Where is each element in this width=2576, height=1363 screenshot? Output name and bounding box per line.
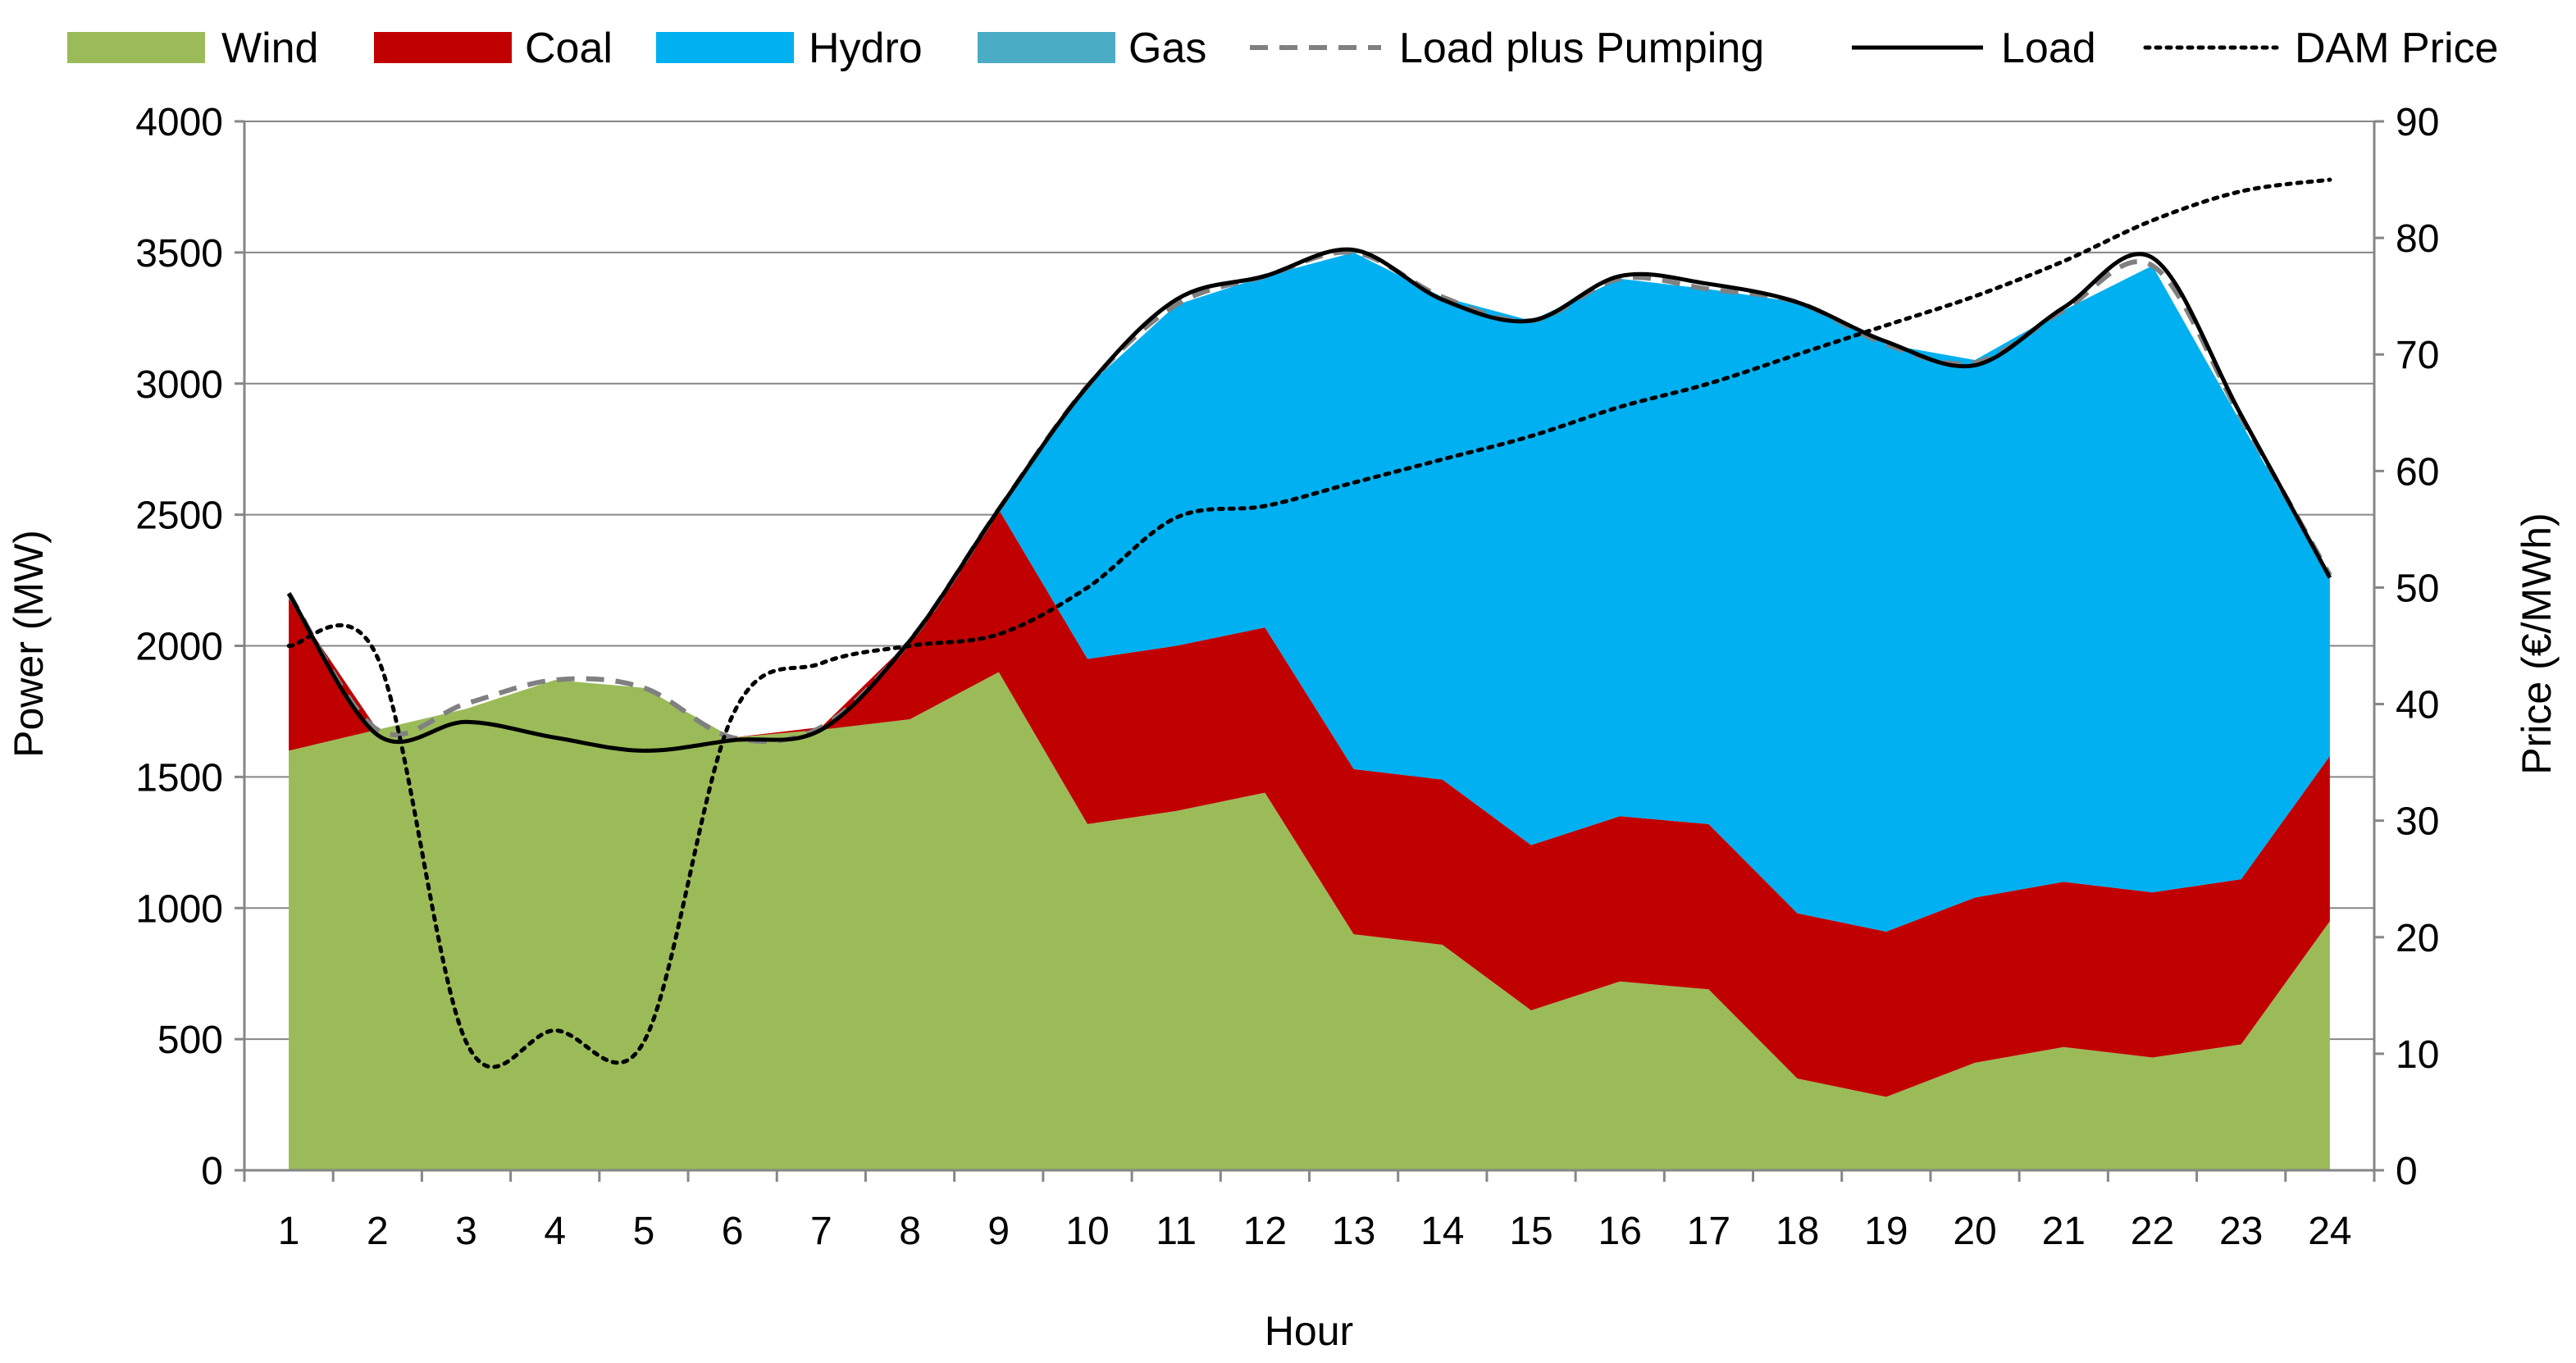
legend-item-gas: Gas [978,25,1206,72]
legend-label: Load [2001,25,2096,72]
legend-item-load-plus-pumping: Load plus Pumping [1250,25,1764,72]
y-left-tick-label: 0 [201,1150,223,1193]
legend-swatch [67,32,205,63]
x-tick-label: 8 [899,1210,921,1253]
y-right-tick-label: 20 [2396,917,2439,960]
legend-label: Wind [221,25,318,72]
legend-label: Load plus Pumping [1399,25,1764,72]
y-right-tick-label: 80 [2396,217,2439,261]
y-right-tick-label: 0 [2396,1150,2418,1193]
y-right-tick-label: 70 [2396,334,2439,377]
legend-item-dam-price: DAM Price [2143,25,2498,72]
x-tick-label: 2 [367,1210,389,1253]
y-left-tick-label: 3500 [135,232,223,276]
x-tick-label: 14 [1420,1210,1464,1253]
x-tick-label: 23 [2219,1210,2263,1253]
y-right-tick-label: 50 [2396,567,2439,610]
legend-swatch [374,32,512,63]
y-right-tick-label: 30 [2396,800,2439,844]
legend-item-hydro: Hydro [656,25,923,72]
y-right-tick-label: 90 [2396,101,2439,144]
y-right-tick-label: 60 [2396,450,2439,494]
legend-swatch [656,32,794,63]
y-left-tick-label: 3000 [135,363,223,407]
x-tick-label: 6 [722,1210,744,1253]
x-axis-title: Hour [1265,1308,1353,1354]
area-coal [289,509,2330,1097]
legend-item-coal: Coal [374,25,613,72]
area-hydro [289,252,2330,932]
y-axis-title-right: Price (€/MWh) [2514,513,2560,774]
x-tick-label: 22 [2131,1210,2174,1253]
y-right-tick-label: 40 [2396,684,2439,727]
x-tick-label: 17 [1687,1210,1730,1253]
legend-item-load: Load [1852,25,2096,72]
x-tick-label: 15 [1509,1210,1552,1253]
axes: 0 500 1000 1500 2000 2500 3000 3500 4000 0 10 20 30 4… [135,101,2439,1253]
area-wind [289,672,2330,1170]
x-tick-label: 3 [455,1210,477,1253]
y-left-tick-label: 1500 [135,756,223,800]
legend-label: DAM Price [2295,25,2498,72]
x-tick-label: 21 [2042,1210,2086,1253]
line-series [286,177,2332,1069]
legend: Wind Coal Hydro Gas Load plus Pumping Load DAM… [67,25,2498,72]
y-left-tick-label: 2000 [135,626,223,669]
x-tick-label: 16 [1598,1210,1642,1253]
x-tick-label: 20 [1953,1210,1996,1253]
x-tick-label: 13 [1332,1210,1375,1253]
legend-swatch [978,32,1115,63]
line-load [286,247,2332,753]
stacked-areas [289,252,2330,1170]
x-tick-label: 11 [1156,1210,1197,1253]
y-right-tick-label: 10 [2396,1033,2439,1077]
y-axis-title-left: Power (MW) [6,530,52,758]
legend-label: Coal [525,25,613,72]
y-left-tick-label: 500 [157,1019,223,1062]
legend-label: Hydro [809,25,923,72]
y-left-tick-label: 2500 [135,495,223,538]
x-tick-label: 1 [278,1210,300,1253]
x-tick-label: 4 [544,1210,566,1253]
line-dam-price [286,177,2332,1069]
y-left-tick-label: 4000 [135,101,223,144]
x-tick-label: 12 [1243,1210,1287,1253]
y-left-tick-label: 1000 [135,887,223,931]
x-tick-label: 5 [633,1210,655,1253]
x-tick-label: 9 [987,1210,1010,1253]
x-tick-label: 10 [1065,1210,1109,1253]
x-tick-label: 19 [1864,1210,1908,1253]
legend-label: Gas [1128,25,1206,72]
x-tick-label: 7 [810,1210,832,1253]
legend-item-wind: Wind [67,25,318,72]
x-tick-label: 18 [1776,1210,1819,1253]
x-tick-label: 24 [2308,1210,2351,1253]
